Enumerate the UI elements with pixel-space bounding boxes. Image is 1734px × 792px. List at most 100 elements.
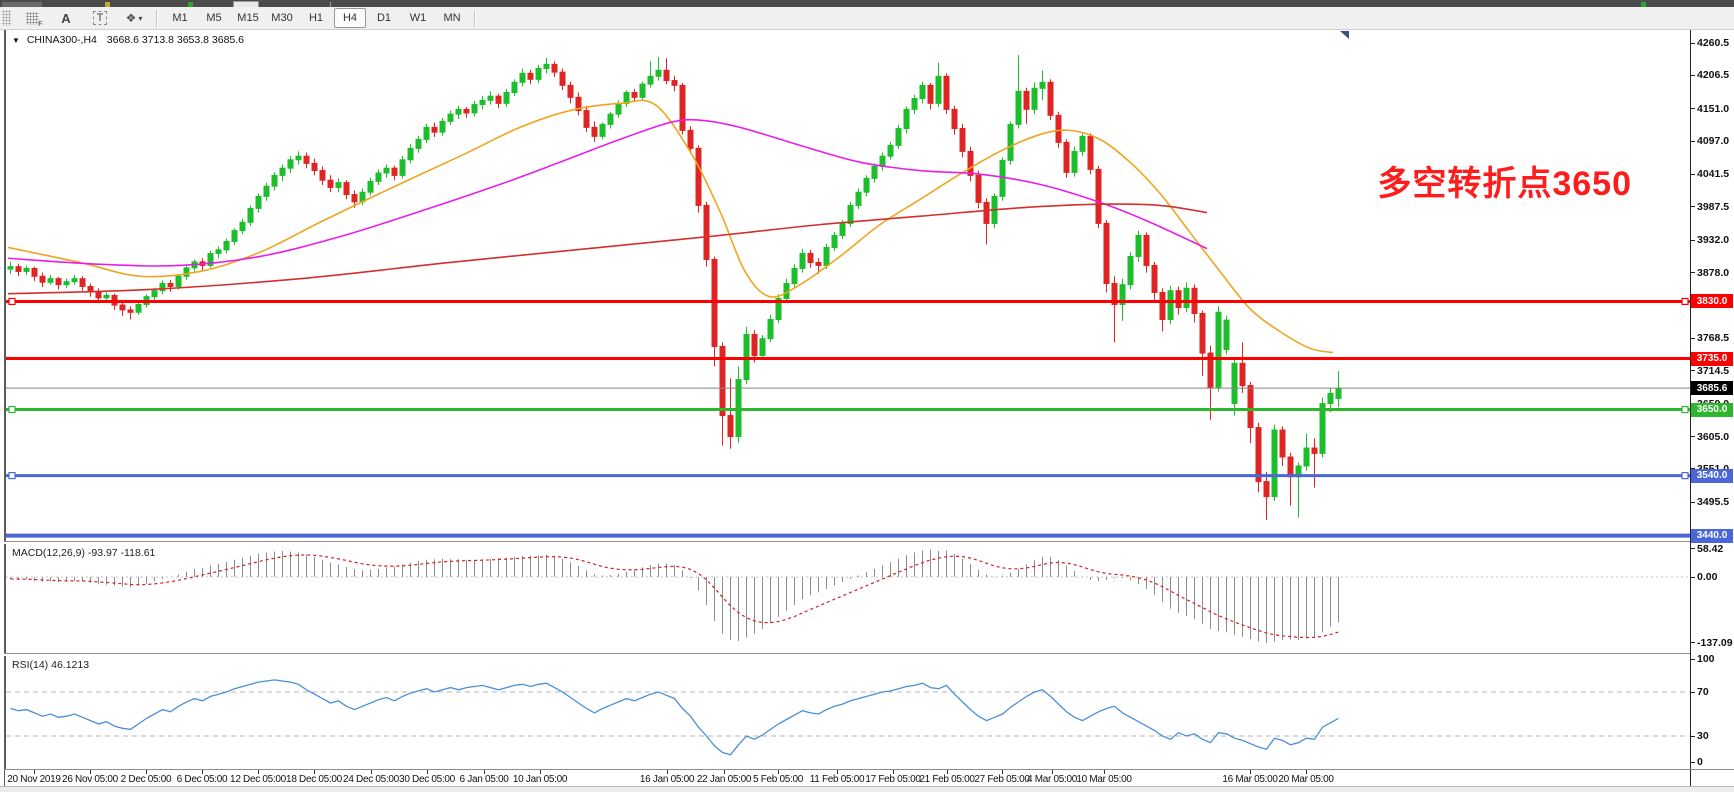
price-tick-label: 3495.5 <box>1697 496 1730 509</box>
time-tick-mark <box>1250 770 1251 774</box>
macd-tick-mark <box>1690 548 1695 550</box>
price-tick-mark <box>1690 74 1695 76</box>
timeframe-button-h1[interactable]: H1 <box>308 12 324 24</box>
price-level-badge: 3540.0 <box>1691 468 1733 483</box>
toolbar-separator <box>156 9 158 27</box>
rsi-tick-mark <box>1690 691 1695 693</box>
macd-signal-line <box>10 554 1339 639</box>
toolbar-separator <box>474 9 476 27</box>
time-tick-label: 4 Mar 05:00 <box>1026 774 1078 785</box>
letter-a-icon: A <box>61 10 71 26</box>
time-tick-label: 6 Jan 05:00 <box>459 774 509 785</box>
timeframe-button-m15[interactable]: M15 <box>237 12 259 24</box>
price-tick-mark <box>1690 272 1695 274</box>
hline-handle <box>8 405 16 414</box>
time-tick-label: 6 Dec 05:00 <box>176 774 228 785</box>
timeframe-button-mn[interactable]: MN <box>443 12 461 24</box>
timeframe-button-d1[interactable]: D1 <box>376 12 392 24</box>
draw-styles-button[interactable]: ❖ ▾ <box>118 8 150 28</box>
time-tick-label: 10 Mar 05:00 <box>1076 774 1132 785</box>
mid-ma-magenta <box>7 118 1208 267</box>
time-tick-label: 27 Feb 05:00 <box>974 774 1030 785</box>
time-tick-label: 22 Jan 05:00 <box>696 774 752 785</box>
price-level-badge: 3830.0 <box>1691 294 1733 309</box>
time-tick-mark <box>90 770 91 774</box>
price-tick-label: 4151.0 <box>1697 102 1730 115</box>
rsi-tick-label: 100 <box>1697 653 1715 665</box>
chart-dropdown-icon[interactable]: ▼ <box>12 36 20 45</box>
price-tick-label: 4260.5 <box>1697 37 1730 49</box>
clipped-toolbar-row <box>0 0 1734 9</box>
time-tick-label: 16 Mar 05:00 <box>1222 774 1278 785</box>
rsi-label: RSI(14) 46.1213 <box>12 659 90 671</box>
timeframe-button-h4[interactable]: H4 <box>334 8 366 28</box>
time-tick-mark <box>724 770 725 774</box>
chart-symbol-period: CHINA300-,H4 <box>26 34 97 46</box>
time-axis-border <box>4 769 1734 770</box>
time-tick-label: 11 Feb 05:00 <box>809 774 865 785</box>
pane-separator[interactable] <box>4 653 1690 654</box>
price-axis-border <box>1690 30 1691 786</box>
hline-handle <box>1681 297 1689 306</box>
rsi-line <box>10 679 1339 756</box>
clipped-green-icon <box>188 2 193 7</box>
text-box-button[interactable]: T <box>84 8 116 28</box>
time-tick-mark <box>427 770 428 774</box>
time-tick-label: 20 Nov 2019 <box>7 774 61 785</box>
timeframe-button-w1[interactable]: W1 <box>409 12 427 24</box>
time-tick-mark <box>371 770 372 774</box>
chart-shift-marker[interactable] <box>1340 31 1349 39</box>
price-tick-label: 3878.0 <box>1697 266 1730 279</box>
time-tick-label: 24 Dec 05:00 <box>343 774 399 785</box>
hline-handle <box>1681 405 1689 414</box>
timeframe-group: M1 M5 M15 M30 H1 H4 D1 W1 MN <box>163 8 469 28</box>
rsi-tick-mark <box>1690 761 1695 763</box>
macd-tick-mark <box>1690 642 1695 644</box>
clipped-yellow-icon <box>105 2 110 7</box>
macd-label: MACD(12,26,9) -93.97 -118.61 <box>12 547 156 559</box>
timeframe-button-m5[interactable]: M5 <box>206 12 222 24</box>
price-tick-mark <box>1690 436 1695 438</box>
toolbar-grip[interactable] <box>2 10 11 26</box>
price-tick-label: 4097.0 <box>1697 135 1730 148</box>
hline-handle <box>1681 472 1689 480</box>
chevron-down-icon: ▾ <box>138 13 143 23</box>
pane-separator[interactable] <box>4 541 1690 542</box>
text-a-button[interactable]: A <box>50 8 82 28</box>
time-tick-label: 12 Dec 05:00 <box>230 774 286 785</box>
macd-tick-label: 0.00 <box>1697 571 1718 583</box>
macd-canvas[interactable] <box>6 543 1690 653</box>
clipped-green-icon-right <box>1641 2 1646 7</box>
price-tick-mark <box>1690 337 1695 339</box>
shapes-icon: ❖ <box>125 11 137 25</box>
window-bottom-strip <box>0 786 1734 792</box>
time-tick-mark <box>202 770 203 774</box>
time-tick-mark <box>837 770 838 774</box>
price-tick-mark <box>1690 140 1695 142</box>
grid-f-button[interactable]: F <box>16 8 48 28</box>
time-tick-label: 2 Dec 05:00 <box>120 774 172 785</box>
grid-icon: F <box>25 11 43 28</box>
rsi-tick-label: 30 <box>1697 730 1709 742</box>
time-axis[interactable] <box>5 770 1690 786</box>
price-chart-canvas[interactable] <box>6 30 1690 541</box>
price-tick-label: 4041.5 <box>1697 168 1730 181</box>
macd-tick-label: -137.09 <box>1697 636 1733 649</box>
rsi-canvas[interactable] <box>6 655 1690 770</box>
price-tick-mark <box>1690 206 1695 208</box>
hline-handle <box>8 297 16 306</box>
timeframe-button-m1[interactable]: M1 <box>172 12 188 24</box>
timeframe-button-m30[interactable]: M30 <box>271 12 293 24</box>
chart-annotation-text[interactable]: 多空转折点3650 <box>1377 165 1632 203</box>
time-tick-label: 16 Jan 05:00 <box>639 774 695 785</box>
price-tick-label: 3987.5 <box>1697 200 1730 213</box>
price-tick-label: 3932.0 <box>1697 234 1730 247</box>
time-tick-label: 5 Feb 05:00 <box>752 774 804 785</box>
chart-ohlc-values: 3668.6 3713.8 3653.8 3685.6 <box>106 34 245 46</box>
rsi-tick-mark <box>1690 735 1695 737</box>
price-tick-mark <box>1690 108 1695 110</box>
price-tick-label: 3768.5 <box>1697 332 1730 345</box>
pane-separator-light <box>4 654 1690 656</box>
time-tick-label: 17 Feb 05:00 <box>865 774 921 785</box>
chart-title[interactable]: ▼ CHINA300-,H4 3668.6 3713.8 3653.8 3685… <box>12 34 244 46</box>
